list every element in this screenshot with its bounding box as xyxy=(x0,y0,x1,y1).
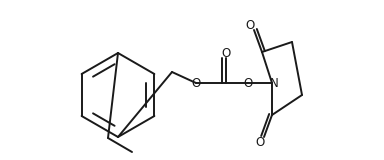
Text: O: O xyxy=(243,76,253,89)
Text: O: O xyxy=(255,136,265,148)
Text: N: N xyxy=(270,76,278,89)
Text: O: O xyxy=(221,47,231,60)
Text: O: O xyxy=(245,19,255,32)
Text: O: O xyxy=(191,76,200,89)
